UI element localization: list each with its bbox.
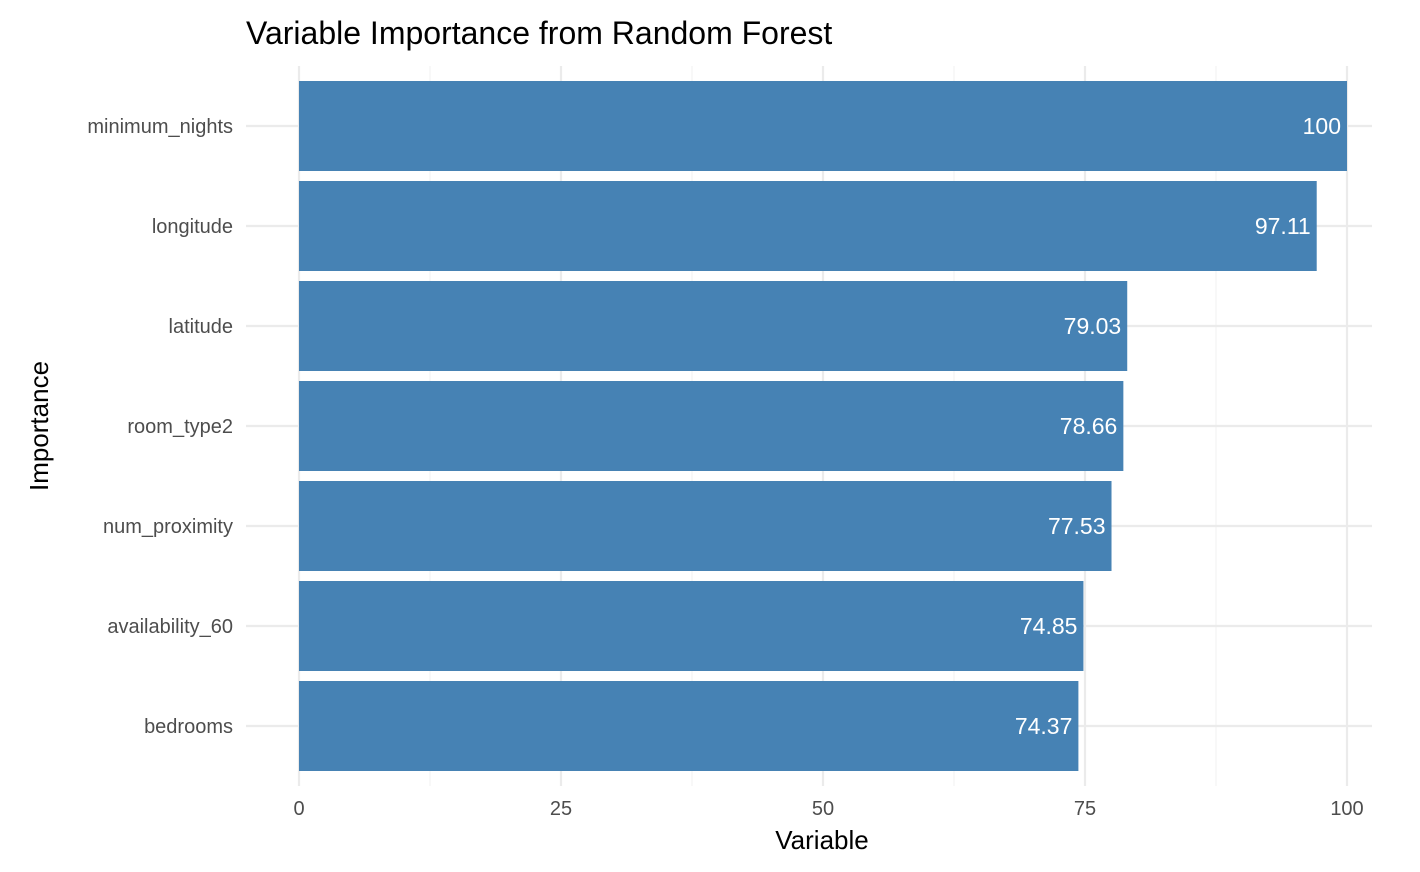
x-tick-label: 100: [1330, 798, 1363, 820]
y-tick-label: room_type2: [127, 416, 233, 438]
bar-num-proximity: [299, 481, 1112, 571]
x-tick-label: 50: [812, 798, 834, 820]
data-label: 74.85: [1020, 613, 1078, 639]
data-label: 78.66: [1060, 413, 1118, 439]
y-axis-title: Importance: [24, 361, 54, 491]
y-tick-label: minimum_nights: [87, 116, 233, 138]
x-tick-label: 25: [550, 798, 572, 820]
data-label: 77.53: [1048, 513, 1106, 539]
y-tick-label: num_proximity: [103, 516, 233, 538]
bars: [299, 81, 1347, 771]
y-tick-label: bedrooms: [144, 716, 233, 738]
bar-longitude: [299, 181, 1317, 271]
data-label: 79.03: [1064, 313, 1122, 339]
data-label: 97.11: [1255, 213, 1311, 239]
x-tick-labels: 0 25 50 75 100: [293, 798, 1363, 820]
x-tick-label: 0: [293, 798, 304, 820]
bar-bedrooms: [299, 681, 1079, 771]
bar-latitude: [299, 281, 1128, 371]
x-tick-label: 75: [1074, 798, 1096, 820]
chart-title: Variable Importance from Random Forest: [246, 15, 832, 51]
y-tick-label: longitude: [152, 216, 233, 238]
y-tick-label: availability_60: [107, 616, 233, 638]
data-label: 74.37: [1015, 713, 1073, 739]
y-tick-labels: minimum_nights longitude latitude room_type…: [87, 116, 233, 738]
bar-availability-60: [299, 581, 1084, 671]
y-tick-label: latitude: [169, 316, 234, 338]
bar-room-type2: [299, 381, 1124, 471]
data-labels: 100 97.11 79.03 78.66 77.53 74.85 74.37: [1015, 113, 1341, 739]
bar-minimum-nights: [299, 81, 1347, 171]
x-axis-title: Variable: [775, 825, 868, 855]
data-label: 100: [1303, 113, 1341, 139]
